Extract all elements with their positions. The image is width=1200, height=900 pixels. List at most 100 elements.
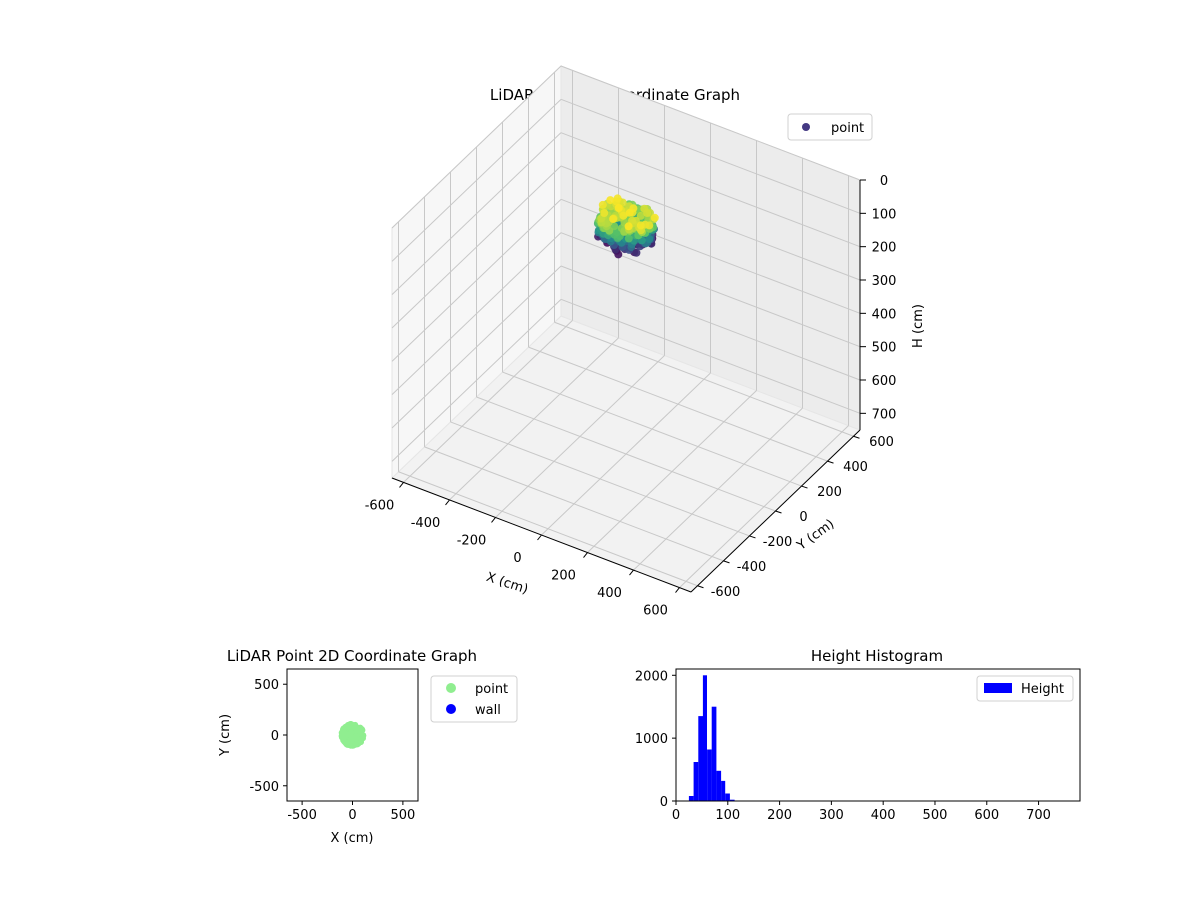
chart-title-hist: Height Histogram (811, 647, 943, 665)
legend-marker-wall-2d (446, 704, 456, 714)
axis-ticks-2d: -500 0 500 -500 0 500 (249, 678, 415, 823)
grid-z-left (391, 132, 562, 296)
x-tick-label-3d: 0 (513, 551, 521, 566)
histogram-bar (698, 716, 703, 801)
grid-z-back (560, 165, 861, 281)
scatter2d-plot: LiDAR Point 2D Coordinate Graph -500 0 500… (218, 647, 518, 846)
x-tick-label-hist: 700 (1026, 808, 1051, 823)
point-2d (360, 735, 366, 742)
x-tick-label-3d: -200 (457, 533, 487, 548)
x-tick-label-hist: 500 (923, 808, 948, 823)
z-tick-label-3d: 400 (872, 307, 897, 322)
x-tick-label-2d: 500 (390, 808, 415, 823)
histogram-bar (693, 762, 699, 801)
y-tick-label-3d: -600 (711, 585, 741, 600)
point-3d (650, 213, 659, 222)
grid-y-floor (502, 371, 802, 487)
histogram-bars (688, 675, 735, 801)
x-tick-label-3d: -400 (411, 516, 441, 531)
histogram-bar (716, 770, 722, 801)
grid-y-floor (554, 321, 854, 437)
x-axis-label-3d: X (cm) (484, 570, 530, 598)
x-tick-3d (675, 587, 680, 593)
point-2d (352, 725, 359, 732)
point-2d (352, 741, 359, 748)
point-3d (636, 221, 645, 230)
grid-lines (391, 65, 861, 588)
y-tick-label-hist: 2000 (635, 669, 668, 684)
legend-box (787, 113, 873, 141)
grid-z-back (560, 98, 861, 214)
grid-y-floor (424, 446, 724, 562)
point-3d (643, 209, 652, 217)
legend-label-point-2d: point (475, 682, 508, 697)
legend-hist: Height (976, 675, 1074, 702)
y-tick-3d (853, 435, 860, 439)
axis-ticks: -600-400-2000200400600-600-400-200020040… (365, 174, 897, 619)
point-3d (636, 211, 645, 220)
grid-z-left (391, 298, 562, 462)
z-tick-label-3d: 0 (880, 174, 888, 189)
x-axis-label-2d: X (cm) (331, 831, 374, 846)
point-3d (645, 221, 654, 230)
histogram-bar (688, 796, 694, 801)
grid-y-floor (476, 396, 776, 512)
point-3d (645, 235, 654, 243)
x-tick-label-hist: 100 (715, 808, 740, 823)
grid-y-floor (450, 421, 750, 537)
z-tick-label-3d: 100 (872, 207, 897, 222)
plot-frame-hist (675, 668, 1081, 802)
grid-z-back (560, 298, 861, 414)
z-tick-label-3d: 700 (872, 407, 897, 422)
y-tick-3d (775, 510, 782, 514)
legend-box-hist (976, 675, 1074, 702)
histogram-plot: Height Histogram 0 100 200 300 400 500 600 7000… (635, 647, 1081, 823)
histogram-bar (721, 780, 726, 801)
x-tick-label-3d: 200 (551, 569, 576, 584)
y-tick-label-3d: 400 (843, 460, 868, 475)
point-3d (614, 204, 623, 212)
x-tick-3d (491, 517, 496, 523)
y-tick-label-2d: 500 (254, 678, 279, 693)
grid-z-back (560, 65, 861, 181)
point-2d (347, 722, 354, 729)
grid-z-back (560, 132, 861, 248)
histogram-bar (725, 793, 730, 801)
point-3d (598, 200, 607, 209)
y-tick-label-3d: -200 (763, 535, 793, 550)
x-tick-3d (629, 569, 634, 576)
y-tick-3d (801, 485, 808, 489)
x-tick-label-hist: 200 (767, 808, 792, 823)
axis-panes (391, 64, 861, 593)
y-tick-3d (697, 585, 704, 589)
y-tick-label-3d: -400 (737, 560, 767, 575)
y-tick-label-2d: 0 (271, 729, 279, 744)
x-tick-3d (445, 499, 450, 506)
point-3d (624, 234, 633, 243)
grid-z-left (391, 198, 562, 362)
y-tick-label-3d: 600 (869, 435, 894, 450)
x-tick-label-2d: -500 (287, 808, 317, 823)
histogram-bar (702, 675, 707, 801)
grid-z-back (560, 265, 861, 381)
y-tick-3d (723, 560, 730, 564)
y-tick-label-hist: 1000 (635, 732, 668, 747)
point-3d (624, 222, 633, 231)
grid-z-left (391, 65, 562, 229)
z-tick-label-3d: 300 (872, 274, 897, 289)
point-3d (609, 215, 618, 223)
y-tick-label-hist: 0 (660, 795, 668, 810)
z-tick-label-3d: 500 (872, 341, 897, 356)
legend-swatch-height (984, 683, 1012, 693)
grid-y-floor (528, 346, 828, 462)
x-tick-label-hist: 400 (871, 808, 896, 823)
y-tick-3d (827, 460, 834, 464)
x-tick-3d (399, 482, 404, 488)
scatter-points-2d (338, 721, 367, 749)
y-tick-3d (749, 535, 756, 539)
point-2d (342, 733, 349, 739)
grid-z-back (560, 232, 861, 348)
grid-y-floor (398, 471, 698, 587)
histogram-bar (711, 706, 717, 801)
y-tick-label-3d: 0 (799, 510, 807, 525)
